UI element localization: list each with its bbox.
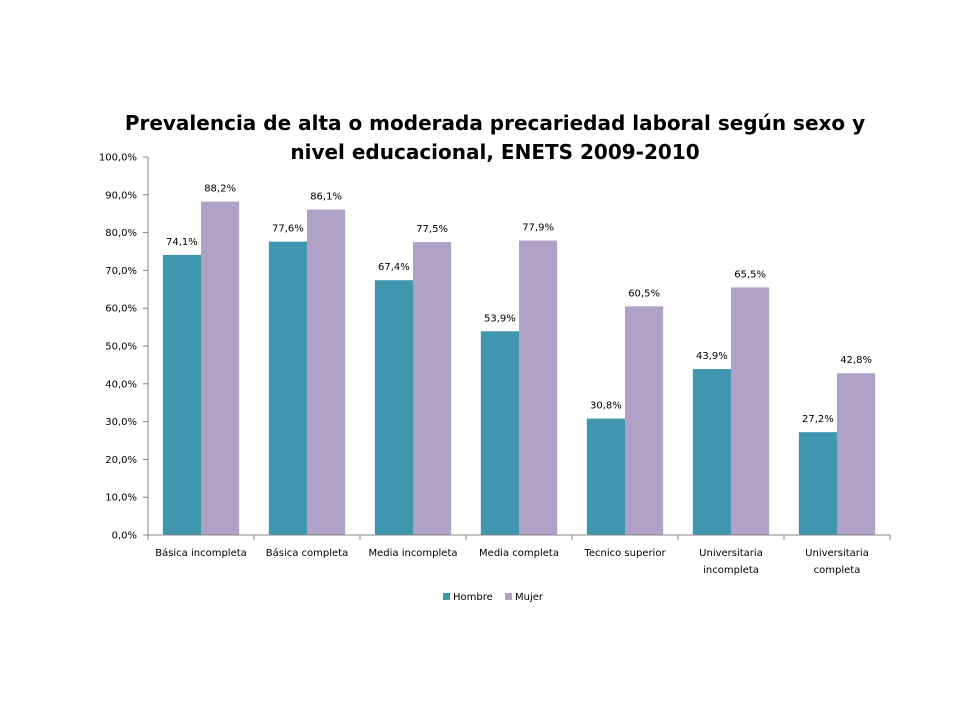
- category-label: Media completa: [479, 548, 559, 559]
- bar-hombre: [692, 369, 731, 535]
- bar-mujer: [519, 240, 558, 535]
- chart-title-line-1: Prevalencia de alta o moderada precaried…: [125, 111, 865, 135]
- y-tick-label: 70,0%: [105, 266, 137, 277]
- bar-hombre: [586, 418, 625, 535]
- y-tick-label: 10,0%: [105, 493, 137, 504]
- y-axis: 0,0% 10,0% 20,0% 30,0% 40,0% 50,0% 60,0% 70,0% 8…: [99, 153, 149, 542]
- legend-swatch-mujer: [505, 593, 512, 600]
- y-tick-label: 40,0%: [105, 379, 137, 390]
- data-label-hombre: 74,1%: [166, 237, 198, 248]
- legend-label-mujer: Mujer: [515, 592, 544, 603]
- legend: Hombre Mujer: [443, 592, 544, 603]
- y-tick-label: 80,0%: [105, 228, 137, 239]
- data-labels: 74,1% 88,2% 77,6% 86,1% 67,4% 77,5% 53,9% 77,9%…: [166, 184, 872, 426]
- chart-title-line-2: nivel educacional, ENETS 2009-2010: [290, 140, 699, 164]
- y-tick-label: 20,0%: [105, 455, 137, 466]
- data-label-mujer: 86,1%: [310, 192, 342, 203]
- y-tick-label: 0,0%: [112, 531, 137, 542]
- category-label: completa: [814, 565, 861, 576]
- x-axis: Básica incompleta Básica completa Media in…: [147, 534, 891, 576]
- bar-hombre: [480, 331, 519, 535]
- bar-hombre: [268, 241, 307, 535]
- data-label-mujer: 42,8%: [840, 355, 872, 366]
- category-label: Básica incompleta: [155, 547, 247, 559]
- data-label-hombre: 43,9%: [696, 351, 728, 362]
- data-label-hombre: 53,9%: [484, 313, 516, 324]
- y-tick-label: 60,0%: [105, 304, 137, 315]
- category-label: Media incompleta: [368, 548, 457, 559]
- bar-hombre: [162, 254, 201, 536]
- bar-mujer: [413, 242, 452, 536]
- category-label: Tecnico superior: [583, 548, 666, 559]
- y-tick-label: 90,0%: [105, 190, 137, 201]
- data-label-hombre: 77,6%: [272, 224, 304, 235]
- data-label-mujer: 65,5%: [734, 269, 766, 280]
- bar-hombre: [798, 432, 837, 535]
- bar-mujer: [307, 209, 346, 536]
- y-tick-label: 100,0%: [99, 153, 137, 164]
- data-label-hombre: 30,8%: [590, 401, 622, 412]
- data-label-mujer: 60,5%: [628, 288, 660, 299]
- data-label-mujer: 77,9%: [522, 223, 554, 234]
- bar-hombre: [374, 280, 413, 535]
- bar-mujer: [837, 373, 876, 535]
- y-tick-label: 30,0%: [105, 417, 137, 428]
- bar-mujer: [201, 201, 240, 535]
- bar-mujer: [625, 306, 664, 535]
- category-label: incompleta: [703, 565, 759, 576]
- data-label-hombre: 27,2%: [802, 414, 834, 425]
- category-label: Universitaria: [699, 548, 763, 559]
- bar-mujer: [731, 287, 770, 535]
- data-label-mujer: 88,2%: [204, 184, 236, 195]
- legend-label-hombre: Hombre: [453, 592, 493, 603]
- bars: [162, 201, 876, 536]
- y-tick-label: 50,0%: [105, 342, 137, 353]
- category-label: Universitaria: [805, 548, 869, 559]
- data-label-hombre: 67,4%: [378, 262, 410, 273]
- data-label-mujer: 77,5%: [416, 224, 448, 235]
- category-label: Básica completa: [266, 547, 348, 559]
- legend-swatch-hombre: [443, 593, 450, 600]
